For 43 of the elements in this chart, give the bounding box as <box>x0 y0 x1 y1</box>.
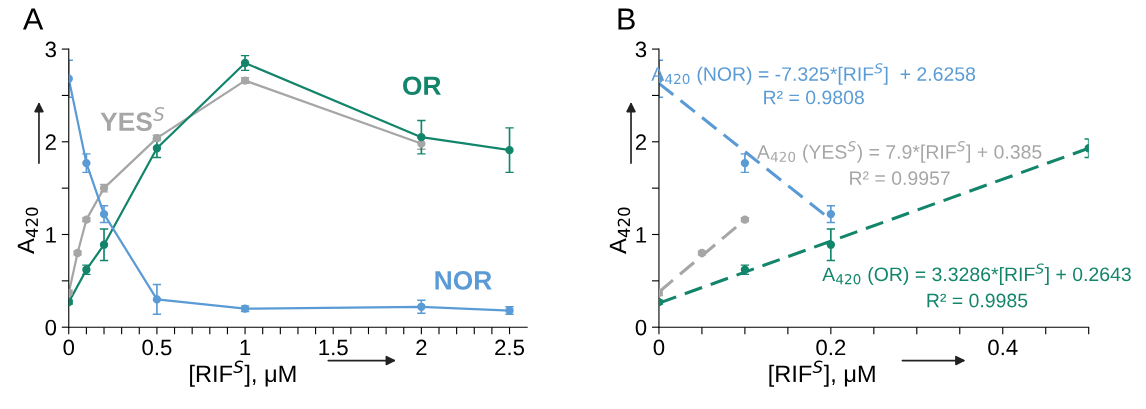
series-label: YES$^{S}$ <box>100 106 165 132</box>
point <box>152 144 162 153</box>
y-tick-label: 2 <box>635 134 647 150</box>
y-tick-label: 1 <box>636 227 647 243</box>
point <box>417 132 426 142</box>
x-tick-label: 2 <box>416 339 427 356</box>
annotation: R² = 0.9808 <box>764 90 864 105</box>
point <box>152 295 162 304</box>
point <box>99 209 109 219</box>
y-axis-title: A$_{420}$ <box>17 207 39 254</box>
y-tick-label: 3 <box>635 41 647 58</box>
x-tick-label: 0 <box>63 339 75 356</box>
y-tick-label: 0 <box>635 319 647 336</box>
point <box>417 302 426 311</box>
chart-title: A <box>22 8 44 30</box>
annotation: R² = 0.9957 <box>850 171 950 186</box>
point <box>826 209 836 219</box>
x-axis-title: [RIF$^{S}$], μM <box>769 360 875 387</box>
x-tick-label: 1 <box>240 339 251 356</box>
x-tick-label: 1.5 <box>319 339 348 356</box>
annotation: A$_{420}$ (YES$^{S}$) = 7.9*[RIF$^{S}$] + 0.385 <box>756 141 1042 163</box>
series-label: NOR <box>435 271 492 290</box>
point <box>826 240 836 249</box>
y-axis-title: A$_{420}$ <box>609 207 631 254</box>
point <box>740 158 750 168</box>
point <box>505 145 514 155</box>
x-axis-title: [RIF$^{S}$], μM <box>190 360 296 387</box>
point <box>240 58 250 68</box>
x-tick-label: 0 <box>653 339 665 356</box>
x-tick-label: 0.5 <box>142 339 172 356</box>
y-tick-label: 1 <box>46 227 56 243</box>
x-tick-label: 0.4 <box>988 339 1018 356</box>
y-tick-label: 3 <box>45 41 56 58</box>
x-tick-label: 2.5 <box>495 339 525 356</box>
x-tick-label: 0.2 <box>816 339 846 356</box>
annotation: A$_{420}$ (OR) = 3.3286*[RIF$^{S}$] + 0.2643 <box>822 263 1131 286</box>
y-tick-label: 0 <box>45 319 57 336</box>
point <box>99 240 109 249</box>
annotation: R² = 0.9985 <box>927 293 1028 308</box>
y-tick-label: 2 <box>45 134 56 150</box>
point <box>82 158 91 168</box>
series-label: OR <box>403 76 441 96</box>
chart-title: B <box>618 8 635 30</box>
